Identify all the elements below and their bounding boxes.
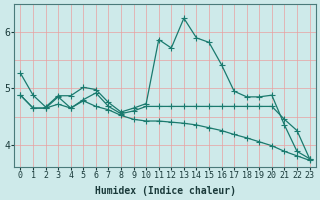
X-axis label: Humidex (Indice chaleur): Humidex (Indice chaleur) <box>94 186 236 196</box>
